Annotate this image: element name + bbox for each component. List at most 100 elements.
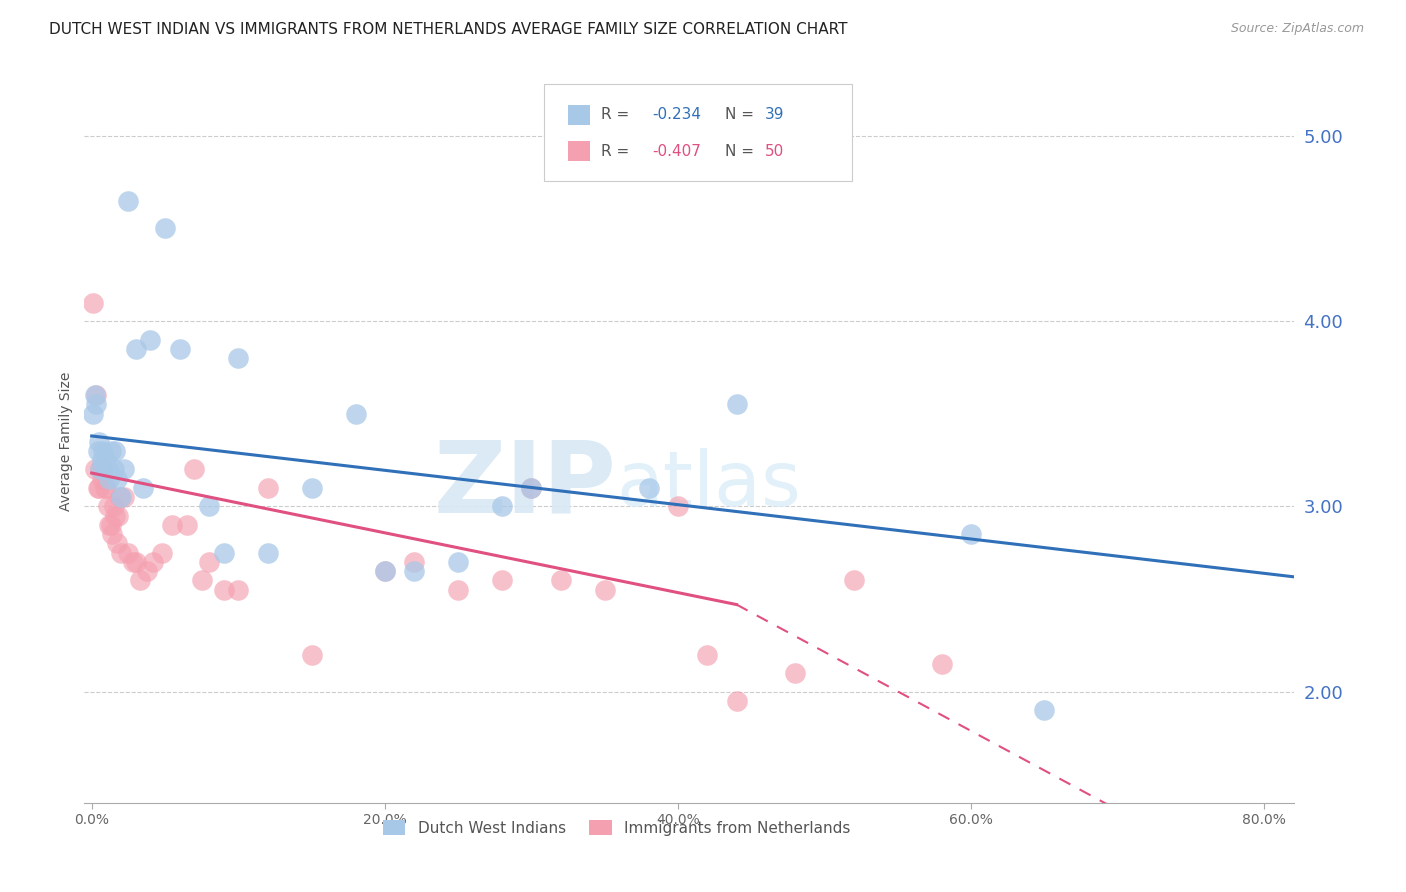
Point — [112, 462, 135, 476]
Y-axis label: Average Family Size: Average Family Size — [59, 372, 73, 511]
Point — [83, 388, 105, 402]
Point — [842, 574, 865, 588]
Text: atlas: atlas — [616, 448, 801, 522]
Point — [190, 574, 212, 588]
Point — [117, 546, 139, 560]
Point — [84, 388, 107, 402]
FancyBboxPatch shape — [544, 84, 852, 181]
Text: 50: 50 — [765, 144, 785, 159]
Point — [785, 666, 807, 681]
Text: R =: R = — [600, 107, 634, 122]
Point — [100, 443, 122, 458]
FancyBboxPatch shape — [568, 105, 589, 125]
Point — [105, 472, 128, 486]
Point — [101, 527, 124, 541]
Point — [124, 342, 146, 356]
FancyBboxPatch shape — [568, 141, 589, 161]
Point — [129, 574, 152, 588]
Point — [98, 472, 121, 486]
Point — [84, 397, 107, 411]
Point — [94, 462, 117, 476]
Point — [112, 490, 135, 504]
Point — [696, 648, 718, 662]
Text: DUTCH WEST INDIAN VS IMMIGRANTS FROM NETHERLANDS AVERAGE FAMILY SIZE CORRELATION: DUTCH WEST INDIAN VS IMMIGRANTS FROM NET… — [49, 22, 848, 37]
Point — [520, 481, 543, 495]
Point — [96, 453, 118, 467]
Point — [105, 536, 128, 550]
Point — [226, 582, 249, 597]
Point — [301, 648, 323, 662]
Point — [491, 500, 513, 514]
Point — [344, 407, 367, 421]
Point — [117, 194, 139, 208]
Point — [520, 481, 543, 495]
Point — [183, 462, 205, 476]
Point — [139, 333, 162, 347]
Point — [107, 508, 129, 523]
Point — [82, 295, 104, 310]
Point — [637, 481, 659, 495]
Point — [212, 582, 235, 597]
Point — [256, 481, 278, 495]
Point — [142, 555, 165, 569]
Point — [93, 443, 115, 458]
Point — [725, 694, 748, 708]
Point — [136, 564, 159, 578]
Text: -0.407: -0.407 — [652, 144, 702, 159]
Point — [108, 490, 131, 504]
Point — [1033, 703, 1056, 717]
Point — [226, 351, 249, 366]
Point — [374, 564, 396, 578]
Text: N =: N = — [725, 144, 759, 159]
Point — [104, 443, 127, 458]
Point — [89, 462, 111, 476]
Point — [91, 453, 114, 467]
Point — [169, 342, 191, 356]
Point — [374, 564, 396, 578]
Point — [89, 462, 111, 476]
Point — [103, 500, 125, 514]
Point — [86, 443, 108, 458]
Point — [931, 657, 953, 671]
Point — [97, 500, 120, 514]
Point — [82, 407, 104, 421]
Point — [550, 574, 572, 588]
Point — [960, 527, 983, 541]
Text: N =: N = — [725, 107, 759, 122]
Point — [198, 555, 221, 569]
Point — [593, 582, 616, 597]
Point — [162, 517, 184, 532]
Point — [404, 564, 426, 578]
Point — [198, 500, 221, 514]
Point — [100, 517, 122, 532]
Point — [212, 546, 235, 560]
Point — [132, 481, 155, 495]
Point — [110, 546, 132, 560]
Point — [83, 462, 105, 476]
Point — [110, 490, 132, 504]
Point — [87, 481, 110, 495]
Point — [666, 500, 689, 514]
Point — [404, 555, 426, 569]
Point — [96, 481, 118, 495]
Point — [98, 517, 121, 532]
Point — [447, 582, 470, 597]
Point — [124, 555, 146, 569]
Point — [87, 434, 110, 449]
Point — [447, 555, 470, 569]
Point — [256, 546, 278, 560]
Point — [121, 555, 143, 569]
Point — [104, 508, 127, 523]
Point — [176, 517, 198, 532]
Point — [86, 481, 108, 495]
Text: Source: ZipAtlas.com: Source: ZipAtlas.com — [1230, 22, 1364, 36]
Text: ZIP: ZIP — [433, 436, 616, 533]
Point — [725, 397, 748, 411]
Point — [94, 481, 117, 495]
Text: -0.234: -0.234 — [652, 107, 702, 122]
Point — [150, 546, 173, 560]
Point — [153, 221, 176, 235]
Text: 39: 39 — [765, 107, 785, 122]
Point — [491, 574, 513, 588]
Point — [91, 472, 114, 486]
